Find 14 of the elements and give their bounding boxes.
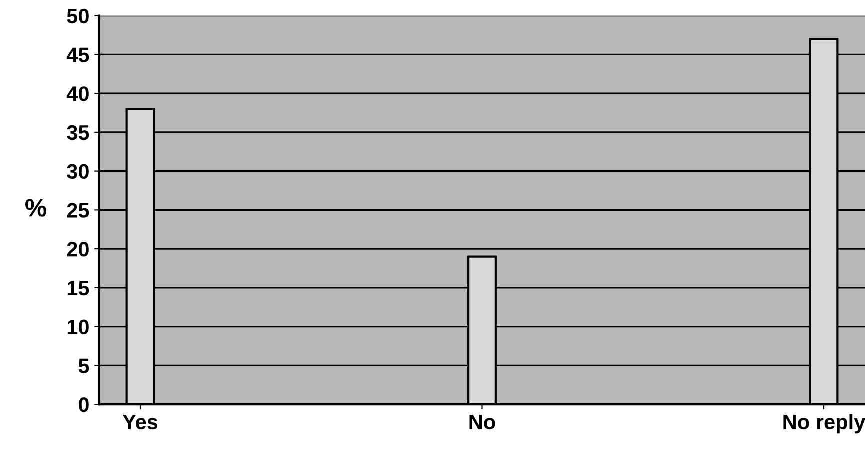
y-tick-label: 10 xyxy=(68,320,89,335)
x-tick-label: No xyxy=(470,415,496,430)
y-tick-label: 50 xyxy=(67,8,89,24)
y-tick-label: 5 xyxy=(78,358,90,374)
y-tick-label: 45 xyxy=(66,48,90,62)
y-tick-label: 0 xyxy=(78,398,89,412)
y-tick-label: 30 xyxy=(67,164,89,180)
y-axis-title: % xyxy=(26,199,46,217)
x-tick-label: Yes xyxy=(122,415,158,430)
y-tick-label: 35 xyxy=(67,125,90,140)
y-tick-label: 15 xyxy=(68,281,90,296)
y-tick-label: 25 xyxy=(67,203,90,218)
y-tick-label: 40 xyxy=(66,86,89,102)
y-tick-label: 20 xyxy=(67,242,89,257)
